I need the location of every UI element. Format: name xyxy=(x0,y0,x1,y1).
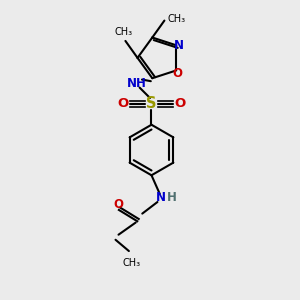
Text: CH₃: CH₃ xyxy=(115,27,133,38)
Text: N: N xyxy=(174,39,184,52)
Text: O: O xyxy=(174,98,185,110)
Text: CH₃: CH₃ xyxy=(168,14,186,24)
Text: S: S xyxy=(146,96,157,111)
Text: H: H xyxy=(167,191,177,204)
Text: CH₃: CH₃ xyxy=(123,258,141,268)
Text: N: N xyxy=(156,191,166,204)
Text: O: O xyxy=(173,67,183,80)
Text: NH: NH xyxy=(127,76,147,90)
Text: O: O xyxy=(118,98,129,110)
Text: O: O xyxy=(114,198,124,211)
